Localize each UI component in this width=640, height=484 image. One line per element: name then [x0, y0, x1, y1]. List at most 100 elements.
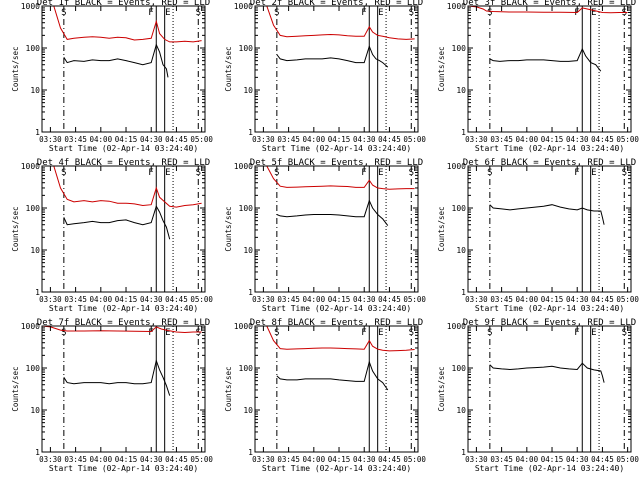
series-group [489, 362, 605, 383]
marker-label: S [409, 8, 414, 18]
y-tick-label: 1 [248, 288, 253, 297]
x-tick-label: 04:45 [378, 135, 401, 144]
series-group [255, 166, 415, 226]
x-tick-label: 04:30 [140, 135, 163, 144]
x-tick-label: 04:00 [90, 135, 113, 144]
x-tick-label: 04:00 [90, 455, 113, 464]
x-tick-label: 03:45 [490, 135, 513, 144]
series-group [489, 204, 605, 225]
x-axis-label: Start Time (02-Apr-14 03:24:40) [262, 464, 411, 473]
x-tick-label: 04:45 [591, 295, 614, 304]
lld-series-line [255, 6, 415, 40]
x-tick-label: 05:00 [616, 295, 639, 304]
lld-series-line [468, 6, 628, 14]
marker-label: S [622, 328, 627, 338]
x-tick-label: 04:15 [328, 455, 351, 464]
y-tick-label: 10 [30, 246, 40, 255]
events-series-line [63, 358, 171, 396]
x-tick-label: 03:45 [277, 135, 300, 144]
y-tick-label: 10 [30, 406, 40, 415]
y-tick-label: 1000 [21, 162, 40, 171]
y-tick-label: 10 [243, 86, 253, 95]
x-tick-label: 04:45 [165, 455, 188, 464]
chart-title: Det 4f BLACK = Events, RED = LLD [37, 158, 210, 168]
lld-series-line [42, 326, 202, 334]
events-series-line [489, 47, 602, 72]
x-tick-label: 04:15 [115, 295, 138, 304]
chart-title: Det 2f BLACK = Events, RED = LLD [250, 0, 423, 8]
x-tick-label: 03:45 [490, 295, 513, 304]
chart-title: Det 8f BLACK = Events, RED = LLD [250, 318, 423, 328]
y-axis-label: Counts/sec [11, 366, 20, 411]
series-group [42, 6, 202, 78]
x-tick-label: 05:00 [403, 455, 426, 464]
y-tick-label: 100 [26, 44, 41, 53]
x-axis-label: Start Time (02-Apr-14 03:24:40) [49, 464, 198, 473]
events-series-line [489, 362, 605, 383]
marker-label: S [274, 8, 279, 18]
marker-label: S [274, 168, 279, 178]
x-tick-label: 05:00 [190, 295, 213, 304]
plot-frame [254, 5, 419, 133]
x-axis-label: Start Time (02-Apr-14 03:24:40) [475, 464, 624, 473]
y-tick-label: 1 [35, 288, 40, 297]
x-tick-label: 04:30 [140, 455, 163, 464]
y-tick-label: 1000 [447, 162, 466, 171]
plot-frame [467, 5, 632, 133]
x-axis-label: Start Time (02-Apr-14 03:24:40) [49, 304, 198, 313]
series-group [42, 326, 202, 396]
x-tick-label: 04:00 [516, 135, 539, 144]
plot-frame [467, 165, 632, 293]
x-tick-label: 04:00 [303, 455, 326, 464]
x-tick-label: 05:00 [403, 135, 426, 144]
y-axis-label: Counts/sec [437, 46, 446, 91]
x-tick-label: 05:00 [190, 455, 213, 464]
x-tick-label: 03:45 [490, 455, 513, 464]
marker-label: S [274, 328, 279, 338]
x-tick-label: 04:45 [378, 295, 401, 304]
y-tick-label: 10 [456, 406, 466, 415]
marker-label: E [378, 168, 383, 178]
events-series-line [276, 44, 389, 68]
marker-label: F [148, 328, 153, 338]
marker-label: F [361, 168, 366, 178]
x-tick-label: 03:30 [465, 455, 488, 464]
marker-label: F [148, 8, 153, 18]
x-tick-label: 04:45 [591, 135, 614, 144]
marker-label: E [591, 8, 596, 18]
chart-title: Det 9f BLACK = Events, RED = LLD [463, 318, 636, 328]
x-axis-label: Start Time (02-Apr-14 03:24:40) [49, 144, 198, 153]
x-tick-label: 05:00 [403, 295, 426, 304]
y-tick-label: 100 [239, 44, 254, 53]
marker-label: S [409, 168, 414, 178]
x-tick-label: 04:00 [303, 135, 326, 144]
y-tick-label: 1000 [234, 322, 253, 331]
x-tick-label: 04:15 [115, 455, 138, 464]
marker-label: F [574, 328, 579, 338]
x-tick-label: 04:15 [115, 135, 138, 144]
plot-frame [254, 165, 419, 293]
x-tick-label: 04:30 [140, 295, 163, 304]
x-tick-label: 04:45 [591, 455, 614, 464]
marker-label: E [378, 328, 383, 338]
x-tick-label: 05:00 [616, 455, 639, 464]
chart-title: Det 6f BLACK = Events, RED = LLD [463, 158, 636, 168]
y-tick-label: 1 [461, 288, 466, 297]
y-tick-label: 1000 [234, 2, 253, 11]
x-tick-label: 04:45 [165, 135, 188, 144]
y-axis-label: Counts/sec [11, 46, 20, 91]
events-series-line [63, 43, 169, 78]
marker-label: E [591, 168, 596, 178]
plot-frame [41, 5, 206, 133]
y-axis-label: Counts/sec [224, 206, 233, 251]
series-group [42, 166, 202, 240]
x-tick-label: 04:30 [353, 135, 376, 144]
y-axis-label: Counts/sec [224, 366, 233, 411]
